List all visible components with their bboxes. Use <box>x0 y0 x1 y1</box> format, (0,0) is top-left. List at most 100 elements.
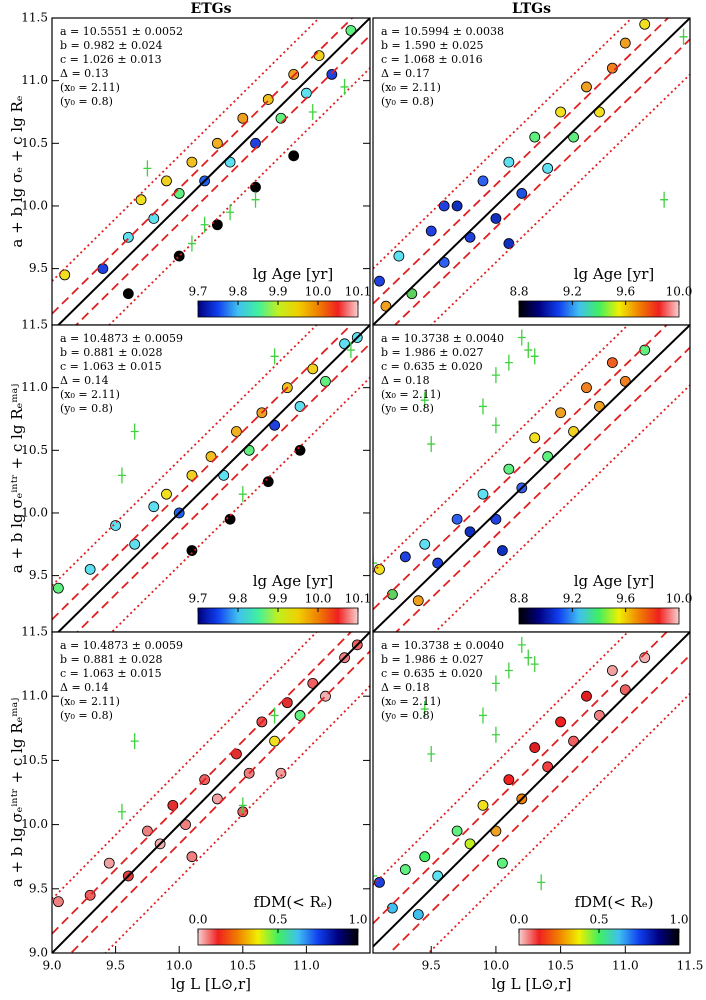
outlier <box>117 467 126 484</box>
fit-annotation: a = 10.4873 ± 0.0059 <box>60 639 183 652</box>
fit-annotation: (y₀ = 0.8) <box>381 95 434 108</box>
point <box>262 476 274 488</box>
fit-line <box>394 346 690 632</box>
point <box>231 748 242 760</box>
fit-annotation: b = 0.881 ± 0.028 <box>60 653 162 666</box>
y-axis-label: a + b lg σₑ + c lg Rₑ <box>8 95 26 247</box>
fit-annotation: b = 1.986 ± 0.027 <box>381 346 483 359</box>
outlier <box>346 342 355 359</box>
point <box>294 710 306 721</box>
fit-line <box>373 18 670 305</box>
fit-line <box>373 325 669 611</box>
plot-area <box>373 632 690 953</box>
point <box>374 876 385 888</box>
outlier <box>524 649 533 666</box>
panel-frame <box>51 631 371 954</box>
point <box>503 238 515 249</box>
point <box>294 401 306 412</box>
fit-line <box>429 73 690 325</box>
y-axis-label: a + b lg σₑⁱⁿᵗʳ + c lg Rₑᵐᵃʲ <box>8 384 26 574</box>
colorbar-tick-label: 0.5 <box>268 913 287 927</box>
fit-line <box>373 18 690 325</box>
point <box>186 156 198 168</box>
y-axis-label: a + b lg σₑⁱⁿᵗʳ + c lg Rₑᵐᵃʲ <box>8 698 26 888</box>
outlier <box>491 367 500 384</box>
point <box>529 432 541 444</box>
y-tick-label: 10.0 <box>21 505 48 519</box>
fit-annotation: Δ = 0.18 <box>381 681 430 694</box>
point <box>320 375 331 387</box>
point <box>59 269 71 281</box>
outlier <box>537 874 546 891</box>
colorbar-tick-label: 0.0 <box>188 913 207 927</box>
point <box>103 857 115 869</box>
fit-annotation: c = 0.635 ± 0.020 <box>381 360 483 373</box>
colorbar-tick-label: 9.8 <box>228 592 247 606</box>
y-tick-label: 11.5 <box>21 625 48 639</box>
outlier <box>504 354 513 371</box>
x-axis-label: lg L [L⊙,r] <box>491 975 571 993</box>
point <box>555 716 567 728</box>
fit-line <box>52 18 321 282</box>
point <box>374 563 385 575</box>
point <box>503 156 515 168</box>
fit-line <box>52 632 318 900</box>
point <box>438 200 450 212</box>
point <box>594 710 605 721</box>
point <box>186 851 198 863</box>
fit-annotation: (y₀ = 0.8) <box>60 402 113 415</box>
colorbar-label: lg Age [yr] <box>253 265 334 283</box>
point <box>419 851 431 863</box>
fit-annotation: (y₀ = 0.8) <box>60 709 113 722</box>
fit-annotation: (x₀ = 2.11) <box>381 695 441 708</box>
outlier <box>308 103 317 120</box>
point <box>496 857 508 869</box>
point <box>269 735 281 747</box>
point <box>186 545 198 556</box>
point <box>393 250 405 262</box>
outlier <box>427 745 436 762</box>
fit-line <box>110 376 370 632</box>
point <box>84 563 96 575</box>
colorbar-label: lg Age [yr] <box>574 265 655 283</box>
point <box>135 194 147 206</box>
colorbar <box>518 300 680 318</box>
outlier <box>238 486 247 503</box>
outlier <box>130 423 139 440</box>
outlier <box>420 701 429 718</box>
y-tick-label: 11.0 <box>21 73 48 87</box>
outlier <box>238 797 247 814</box>
outlier <box>251 191 260 208</box>
point <box>425 225 437 237</box>
point <box>374 275 385 287</box>
point <box>161 175 172 187</box>
outlier <box>478 398 487 415</box>
fit-line <box>373 632 668 925</box>
outlier <box>270 348 279 365</box>
point <box>205 451 217 462</box>
outlier <box>530 656 539 673</box>
point <box>294 444 306 456</box>
fit-annotation: (x₀ = 2.11) <box>381 81 441 94</box>
colorbar-tick-label: 9.9 <box>268 592 287 606</box>
point <box>606 665 618 676</box>
point <box>412 909 424 920</box>
fit-annotation: (x₀ = 2.11) <box>381 388 441 401</box>
point <box>503 463 515 475</box>
fit-annotation: c = 0.635 ± 0.020 <box>381 667 483 680</box>
fit-annotation: (x₀ = 2.11) <box>60 81 120 94</box>
y-tick-label: 9.5 <box>29 881 48 895</box>
outlier <box>200 216 209 233</box>
outlier <box>660 191 669 208</box>
colorbar-tick-label: 9.7 <box>188 592 207 606</box>
fit-line <box>56 325 370 632</box>
x-tick-label: 10.0 <box>166 959 193 973</box>
colorbar-tick-label: 10.1 <box>345 285 372 299</box>
point <box>555 407 567 419</box>
plot-area <box>52 18 370 325</box>
outlier <box>226 204 235 221</box>
point <box>555 106 567 118</box>
fit-annotation: a = 10.3738 ± 0.0040 <box>381 639 504 652</box>
point <box>288 150 300 162</box>
y-tick-label: 11.0 <box>21 380 48 394</box>
